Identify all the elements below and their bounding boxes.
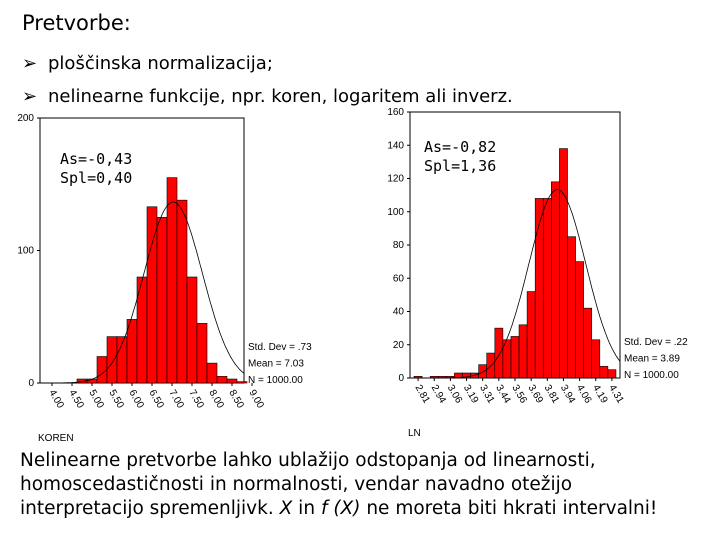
annotation: As=-0,43 <box>60 150 132 168</box>
bar <box>510 336 520 379</box>
text-part: f (X) <box>321 498 361 519</box>
y-tick-label: 0 <box>28 378 34 389</box>
bar <box>607 369 617 379</box>
bar <box>156 217 168 384</box>
annotation: As=-0,82 <box>424 138 496 156</box>
bar <box>575 261 584 379</box>
stat-label: Mean = 7.03 <box>248 359 304 370</box>
bar <box>236 381 248 384</box>
x-tick-label: 4.50 <box>66 388 85 411</box>
text-part: ne moreta biti hkrati intervalni! <box>360 498 657 519</box>
x-tick-label: 2.94 <box>429 383 448 406</box>
y-tick-label: 120 <box>387 174 404 185</box>
bar <box>226 378 238 384</box>
stat-label: Std. Dev = .73 <box>248 342 312 353</box>
y-tick-label: 80 <box>393 240 405 251</box>
y-tick-label: 200 <box>17 113 34 124</box>
bullet-icon: ➢ <box>22 86 37 107</box>
x-axis-label: LN <box>408 428 421 439</box>
x-tick-label: 6.00 <box>126 388 145 411</box>
bar <box>106 336 118 384</box>
bar <box>126 319 138 384</box>
y-tick-label: 140 <box>387 140 404 151</box>
normal-curve <box>40 201 245 384</box>
y-tick-label: 160 <box>387 107 404 118</box>
y-tick-label: 100 <box>17 246 34 257</box>
x-tick-label: 8.50 <box>226 388 245 411</box>
x-tick-label: 3.06 <box>445 383 464 406</box>
y-tick-label: 60 <box>393 273 405 284</box>
x-tick-label: 3.81 <box>542 383 561 406</box>
x-tick-label: 3.94 <box>558 383 577 406</box>
stat-label: N = 1000.00 <box>248 375 303 386</box>
x-axis-label: KOREN <box>38 433 74 444</box>
x-tick-label: 3.19 <box>461 383 480 406</box>
bullet: nelinearne funkcije, npr. koren, logarit… <box>48 86 513 107</box>
bar <box>559 148 568 379</box>
bar <box>166 177 178 384</box>
x-tick-label: 4.31 <box>606 383 625 406</box>
x-tick-label: 7.50 <box>186 388 205 411</box>
text-part: interpretacijo spremenljivk. <box>20 498 280 519</box>
x-tick-label: 5.50 <box>106 388 125 411</box>
bar <box>526 291 536 379</box>
body-text: Nelinearne pretvorbe lahko ublažijo odst… <box>20 450 596 471</box>
bar <box>583 307 593 379</box>
body-text: interpretacijo spremenljivk. X in f (X) … <box>20 498 657 519</box>
bullet-icon: ➢ <box>22 53 37 74</box>
x-tick-label: 3.31 <box>477 383 496 406</box>
y-tick-label: 20 <box>393 340 405 351</box>
x-tick-label: 7.00 <box>166 388 185 411</box>
x-tick-label: 8.00 <box>206 388 225 411</box>
x-tick-label: 4.06 <box>574 383 593 406</box>
bar <box>478 364 488 379</box>
stat-label: Std. Dev = .22 <box>624 337 688 348</box>
slide-title: Pretvorbe: <box>22 11 131 35</box>
y-tick-label: 100 <box>387 207 404 218</box>
normal-curve <box>410 189 621 379</box>
bar <box>591 339 601 379</box>
x-tick-label: 2.81 <box>412 383 431 406</box>
x-tick-label: 4.19 <box>590 383 609 406</box>
bar <box>96 356 108 384</box>
bar <box>518 324 528 379</box>
bar <box>176 199 188 384</box>
y-tick-label: 40 <box>393 307 405 318</box>
x-tick-label: 9.00 <box>246 388 265 411</box>
text-part: X <box>279 498 294 519</box>
y-tick-label: 0 <box>398 373 404 384</box>
text-part: in <box>292 498 321 519</box>
x-tick-label: 5.00 <box>86 388 105 411</box>
bar <box>206 362 218 384</box>
x-tick-label: 3.69 <box>526 383 545 406</box>
bar <box>542 198 552 379</box>
bullet: ploščinska normalizacija; <box>48 53 273 74</box>
annotation: Spl=1,36 <box>424 157 496 175</box>
x-tick-label: 6.50 <box>146 388 165 411</box>
annotation: Spl=0,40 <box>60 169 132 187</box>
body-text: homoscedastičnosti in normalnosti, venda… <box>20 474 572 495</box>
x-tick-label: 3.44 <box>493 383 512 406</box>
bar <box>196 323 208 384</box>
x-tick-label: 3.56 <box>509 383 528 406</box>
bar <box>216 376 228 384</box>
bar <box>551 181 560 379</box>
bar <box>599 366 609 379</box>
bar <box>494 327 504 379</box>
stat-label: N = 1000.00 <box>624 370 679 381</box>
bar <box>186 276 198 384</box>
bar <box>567 236 576 379</box>
stat-label: Mean = 3.89 <box>624 354 680 365</box>
x-tick-label: 4.00 <box>46 388 65 411</box>
